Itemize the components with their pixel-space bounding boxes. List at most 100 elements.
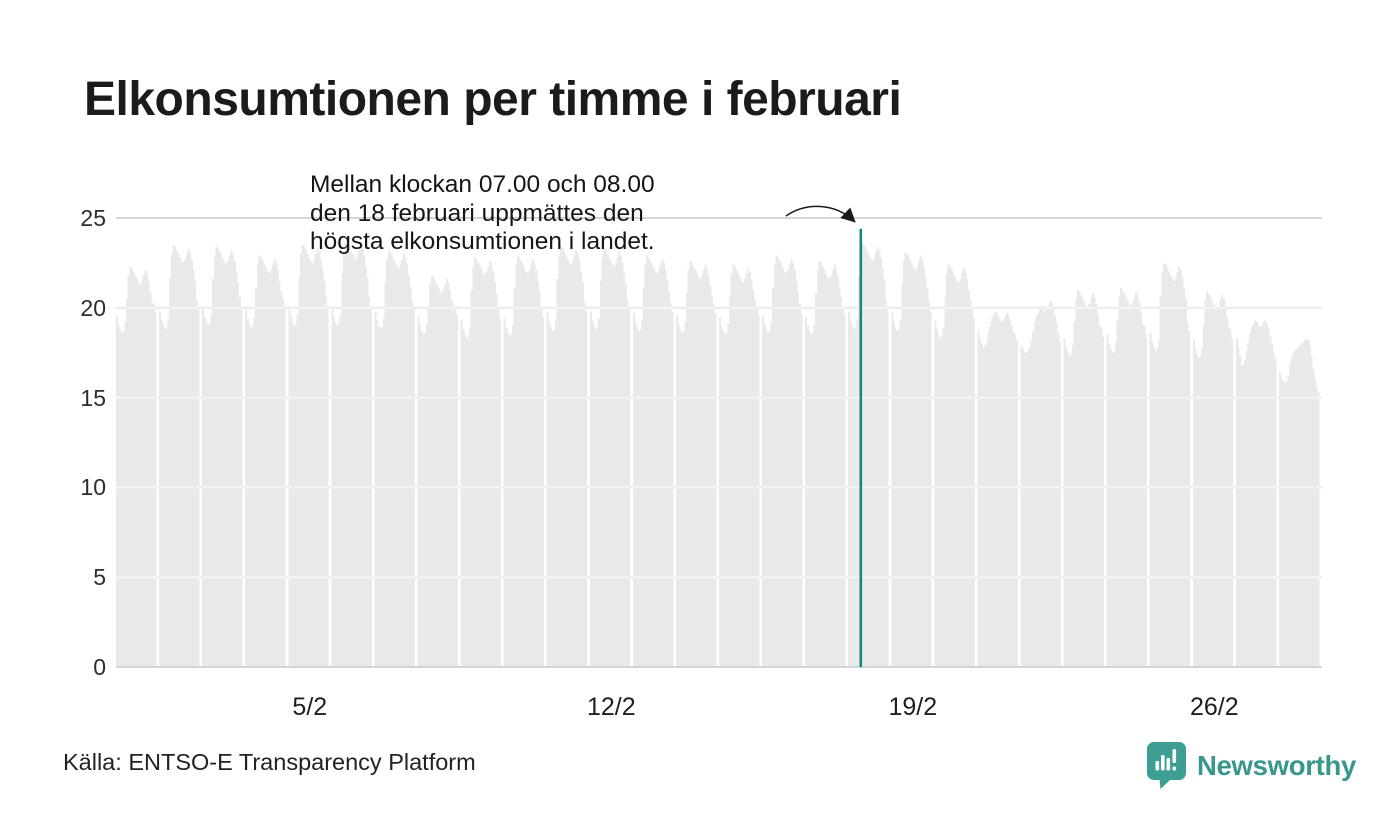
hour-bar bbox=[119, 329, 122, 667]
hour-bar bbox=[563, 252, 566, 667]
hour-bar bbox=[1065, 347, 1068, 667]
hour-bar bbox=[1035, 316, 1038, 667]
hour-bar bbox=[1274, 358, 1277, 667]
hour-bar bbox=[944, 297, 947, 667]
hour-bar bbox=[139, 284, 142, 667]
hour-bar bbox=[946, 273, 949, 667]
hour-bar bbox=[999, 320, 1002, 667]
hour-bar bbox=[1303, 340, 1306, 667]
hour-bar bbox=[735, 270, 738, 667]
newsworthy-logo: Newsworthy bbox=[1147, 742, 1356, 789]
hour-bar bbox=[1313, 379, 1317, 667]
hour-bar bbox=[1227, 327, 1230, 667]
hour-bar bbox=[1070, 354, 1073, 667]
hour-bar bbox=[177, 253, 180, 668]
hour-bar bbox=[1242, 363, 1245, 667]
hour-bar bbox=[661, 259, 664, 667]
hour-bar bbox=[253, 316, 256, 667]
hour-bar bbox=[1032, 331, 1035, 667]
hour-bar bbox=[276, 270, 279, 667]
hour-bar bbox=[1171, 279, 1174, 667]
hour-bar bbox=[626, 300, 629, 667]
hour-bar bbox=[1179, 270, 1182, 667]
hour-bar bbox=[912, 268, 916, 667]
hour-bar bbox=[831, 270, 834, 667]
hour-bar bbox=[984, 345, 987, 667]
hour-bar bbox=[1222, 298, 1225, 667]
hour-bar bbox=[409, 286, 412, 667]
hour-bar bbox=[495, 293, 498, 667]
hour-bar bbox=[387, 250, 390, 667]
hour-bar bbox=[739, 277, 742, 667]
hour-bar bbox=[308, 257, 311, 667]
hour-bar bbox=[768, 331, 771, 667]
hour-bar bbox=[571, 261, 574, 667]
hour-bar bbox=[969, 300, 972, 667]
hour-bar bbox=[798, 304, 801, 667]
hour-bar bbox=[891, 313, 894, 667]
hour-bar bbox=[616, 257, 619, 667]
hour-bar bbox=[174, 246, 177, 668]
hour-bar bbox=[382, 318, 385, 667]
hour-bar bbox=[1109, 349, 1112, 667]
hour-bar bbox=[1282, 381, 1285, 667]
hour-bar bbox=[979, 338, 982, 667]
hour-bar bbox=[1264, 320, 1267, 667]
hour-bar bbox=[1053, 314, 1056, 667]
hour-bar bbox=[391, 255, 394, 667]
hour-bar bbox=[299, 253, 302, 668]
hour-bar bbox=[273, 259, 276, 667]
hour-bar bbox=[1158, 340, 1161, 667]
hour-bar bbox=[656, 273, 659, 667]
hour-bar bbox=[613, 266, 616, 667]
hour-bar bbox=[909, 261, 912, 667]
hour-bar bbox=[795, 280, 798, 667]
hour-bar bbox=[321, 270, 324, 667]
hour-bar bbox=[437, 288, 440, 667]
hour-bar bbox=[537, 280, 540, 667]
hour-bar bbox=[301, 244, 304, 667]
hour-bar bbox=[599, 280, 602, 667]
hour-bar bbox=[230, 250, 233, 667]
hour-bar bbox=[601, 257, 604, 667]
hour-bar bbox=[757, 314, 760, 667]
hour-bar bbox=[293, 325, 296, 667]
hour-bar bbox=[919, 255, 922, 667]
hour-bar bbox=[1265, 323, 1268, 667]
hour-bar bbox=[1121, 289, 1124, 667]
hour-bar bbox=[134, 275, 137, 667]
plot-area bbox=[116, 217, 1322, 668]
hour-bar bbox=[271, 264, 274, 667]
hour-bar bbox=[808, 331, 811, 667]
hour-bar bbox=[854, 327, 857, 667]
hour-bar bbox=[667, 291, 670, 667]
hour-bar bbox=[555, 320, 558, 667]
hour-bar bbox=[596, 327, 599, 667]
hour-bar bbox=[1120, 288, 1123, 667]
hour-bar bbox=[637, 331, 640, 667]
hour-bar bbox=[896, 331, 899, 667]
hour-bar bbox=[440, 293, 443, 667]
hour-bar bbox=[742, 282, 745, 667]
hour-bar bbox=[614, 262, 617, 667]
hour-bar bbox=[866, 252, 869, 667]
y-tick-label: 5 bbox=[93, 564, 106, 591]
hour-bar bbox=[767, 332, 770, 667]
hour-bar bbox=[951, 270, 954, 667]
hour-bar bbox=[836, 275, 839, 667]
hour-bar bbox=[1297, 347, 1300, 667]
hour-bar bbox=[1269, 336, 1272, 667]
hour-bar bbox=[1288, 365, 1291, 667]
hour-bar bbox=[1183, 288, 1186, 667]
hour-bar bbox=[964, 271, 967, 667]
hour-bar bbox=[561, 248, 564, 667]
hour-bar bbox=[828, 279, 831, 667]
hour-bar bbox=[508, 336, 511, 667]
hour-bar bbox=[468, 327, 471, 667]
annotation-line-2: den 18 februari uppmättes den bbox=[310, 199, 644, 227]
hour-bar bbox=[551, 331, 554, 667]
hour-bar bbox=[1209, 297, 1212, 667]
hour-bar bbox=[1194, 349, 1197, 667]
hour-bar bbox=[709, 286, 712, 667]
